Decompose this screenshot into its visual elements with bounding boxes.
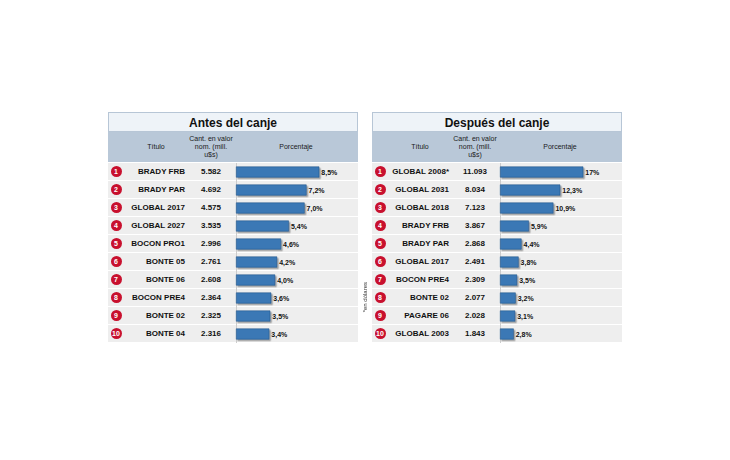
html-text:Título: Título [147,143,165,150]
html-text:4.575: 4.575 [201,203,221,212]
html-text:2: 2 [378,186,382,193]
html-text:2.868: 2.868 [465,239,485,248]
html-text:1: 1 [114,168,118,175]
html-text:PAGARE 06: PAGARE 06 [404,311,449,320]
html-text:3.867: 3.867 [465,221,485,230]
html-text:3.535: 3.535 [201,221,221,230]
svg-text:3,5%: 3,5% [272,313,289,321]
html-text:GLOBAL 2008*: GLOBAL 2008* [392,167,449,176]
html-text:4.692: 4.692 [201,185,221,194]
svg-text:5,9%: 5,9% [531,223,548,231]
html-text:2.325: 2.325 [201,311,221,320]
html-text:Cant. en valor nom. (mill. u$s: Cant. en valor nom. (mill. u$s) [453,135,497,158]
html-text:2.761: 2.761 [201,257,221,266]
html-text:BRADY FRB: BRADY FRB [138,167,185,176]
html-text:BONTE 04: BONTE 04 [145,329,185,338]
html-text:BRADY PAR: BRADY PAR [402,239,449,248]
svg-text:17%: 17% [585,169,600,176]
html-text:3: 3 [378,204,382,211]
html-text:BOCON PRE4: BOCON PRE4 [132,293,185,302]
html-text:GLOBAL 2017: GLOBAL 2017 [131,203,185,212]
html-text:Después del canje: Después del canje [444,116,550,130]
html-text:2.316: 2.316 [201,329,221,338]
svg-text:8,5%: 8,5% [321,169,338,177]
html-text:8: 8 [114,294,118,301]
html-text:6: 6 [378,258,382,265]
html-text:10: 10 [376,330,384,337]
html-text:BOCON PRE4: BOCON PRE4 [396,275,449,284]
html-text:BONTE 06: BONTE 06 [145,275,185,284]
html-text:BONTE 02: BONTE 02 [409,293,449,302]
html-text:BRADY FRB: BRADY FRB [402,221,449,230]
svg-text:3,4%: 3,4% [271,331,288,339]
html-text:GLOBAL 2003: GLOBAL 2003 [395,329,449,338]
html-text:BONTE 02: BONTE 02 [145,311,185,320]
html-text:GLOBAL 2018: GLOBAL 2018 [395,203,449,212]
svg-text:3,5%: 3,5% [519,277,536,285]
html-text:Porcentaje: Porcentaje [543,143,577,150]
svg-text:5,4%: 5,4% [291,223,308,231]
html-text:2.491: 2.491 [465,257,485,266]
svg-text:3,2%: 3,2% [518,295,535,303]
html-text:8: 8 [378,294,382,301]
html-text:7: 7 [114,276,118,283]
html-text:6: 6 [114,258,118,265]
html-text:GLOBAL 2017: GLOBAL 2017 [395,257,449,266]
svg-text:7,0%: 7,0% [307,205,324,213]
html-text:10: 10 [112,330,120,337]
html-text:BONTE 05: BONTE 05 [145,257,185,266]
html-text:5: 5 [378,240,382,247]
html-text:4: 4 [114,222,118,229]
html-text:BOCON PRO1: BOCON PRO1 [131,239,185,248]
svg-text:3,8%: 3,8% [521,259,538,267]
html-text:2.996: 2.996 [201,239,221,248]
svg-text:3,6%: 3,6% [273,295,290,303]
html-text:GLOBAL 2031: GLOBAL 2031 [395,185,449,194]
html-text:11.093: 11.093 [463,167,487,176]
svg-text:7,2%: 7,2% [309,187,326,195]
html-text:GLOBAL 2027: GLOBAL 2027 [131,221,185,230]
svg-text:4,0%: 4,0% [277,277,294,285]
html-text:Porcentaje: Porcentaje [279,143,313,150]
html-text:Cant. en valor nom. (mill. u$s: Cant. en valor nom. (mill. u$s) [189,135,233,158]
html-text:1.843: 1.843 [465,329,485,338]
svg-text:10,9%: 10,9% [555,205,576,213]
html-text:2.028: 2.028 [465,311,485,320]
html-text:2: 2 [114,186,118,193]
html-text:8.034: 8.034 [465,185,485,194]
html-text:2.309: 2.309 [465,275,485,284]
html-text:2.077: 2.077 [465,293,485,302]
html-text:*en dólares: *en dólares [362,282,368,313]
html-text:9: 9 [378,312,382,319]
html-text:9: 9 [114,312,118,319]
svg-text:3,1%: 3,1% [517,313,534,321]
html-text:Título: Título [411,143,429,150]
html-text:5: 5 [114,240,118,247]
html-text:2.364: 2.364 [201,293,221,302]
html-text:4: 4 [378,222,382,229]
html-text:2.608: 2.608 [201,275,221,284]
html-text:7.123: 7.123 [465,203,485,212]
html-text:7: 7 [378,276,382,283]
svg-text:2,8%: 2,8% [516,331,533,339]
html-text:5.582: 5.582 [201,167,221,176]
html-text:1: 1 [378,168,382,175]
html-text:Antes del canje: Antes del canje [189,116,277,130]
html-text:3: 3 [114,204,118,211]
svg-text:4,6%: 4,6% [283,241,300,249]
svg-text:4,2%: 4,2% [279,259,296,267]
html-text:BRADY PAR: BRADY PAR [138,185,185,194]
svg-text:12,3%: 12,3% [562,187,583,195]
svg-text:4,4%: 4,4% [524,241,541,249]
